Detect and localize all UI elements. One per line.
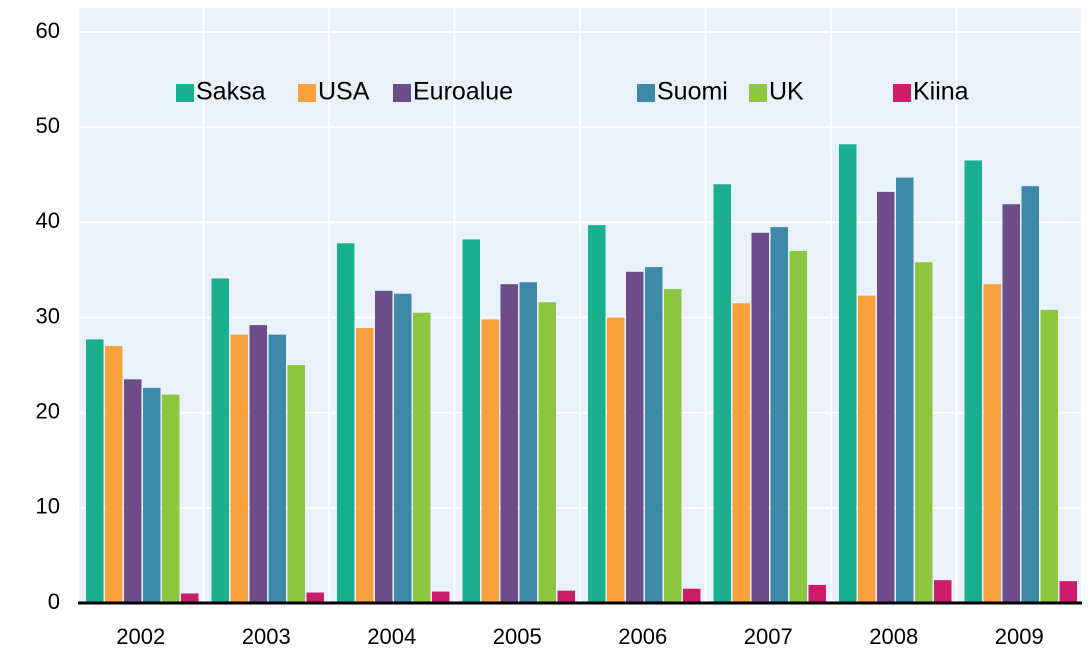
bar: [713, 184, 731, 603]
bar: [287, 365, 305, 603]
bar: [1002, 204, 1020, 604]
legend-label: UK: [769, 78, 804, 106]
legend-swatch: [749, 84, 767, 102]
bar: [877, 191, 895, 603]
bar: [481, 319, 499, 603]
bar: [645, 267, 663, 603]
y-tick-label: 50: [36, 113, 60, 138]
x-tick-label: 2003: [242, 624, 291, 649]
bar: [249, 325, 267, 603]
bar: [732, 303, 750, 603]
bar: [607, 317, 625, 603]
bar: [683, 588, 701, 603]
bar: [1040, 309, 1058, 603]
bar: [105, 346, 123, 603]
bar: [211, 278, 229, 603]
bar: [519, 282, 537, 603]
bar: [626, 271, 644, 603]
legend-swatch: [298, 84, 316, 102]
y-tick-label: 20: [36, 398, 60, 423]
bar: [934, 580, 952, 603]
y-tick-label: 30: [36, 303, 60, 328]
bar: [751, 232, 769, 603]
bar: [432, 591, 450, 603]
bar: [1059, 581, 1077, 603]
bar: [356, 327, 374, 603]
x-tick-label: 2006: [618, 624, 667, 649]
legend-label: Euroalue: [413, 78, 513, 106]
bar: [181, 593, 199, 603]
bar: [896, 177, 914, 604]
y-tick-label: 40: [36, 208, 60, 233]
bar: [306, 592, 324, 603]
legend-label: USA: [318, 78, 370, 106]
x-tick-label: 2008: [869, 624, 918, 649]
bar: [230, 334, 248, 603]
legend-label: Kiina: [913, 78, 969, 106]
bar: [375, 290, 393, 603]
x-tick-label: 2009: [995, 624, 1044, 649]
bar: [915, 262, 933, 603]
bar: [983, 284, 1001, 603]
bar: [557, 590, 575, 603]
bar: [162, 394, 180, 603]
y-tick-label: 0: [48, 589, 60, 614]
legend-label: Saksa: [196, 78, 266, 106]
bar: [664, 288, 682, 603]
bar: [588, 225, 606, 603]
bar: [789, 250, 807, 603]
bar: [394, 293, 412, 603]
bar: [124, 379, 142, 603]
bar: [770, 227, 788, 603]
bar: [462, 239, 480, 604]
bar: [86, 339, 104, 603]
bar: [538, 302, 556, 603]
bar: [964, 160, 982, 603]
legend-label: Suomi: [657, 78, 728, 106]
bar: [1021, 186, 1039, 604]
x-tick-label: 2002: [116, 624, 165, 649]
legend-swatch: [393, 84, 411, 102]
x-tick-label: 2005: [493, 624, 542, 649]
bar: [839, 144, 857, 603]
legend-swatch: [176, 84, 194, 102]
legend-swatch: [637, 84, 655, 102]
x-tick-label: 2004: [367, 624, 416, 649]
bar: [337, 243, 355, 603]
bar: [143, 387, 161, 603]
bar: [808, 584, 826, 603]
bar: [413, 312, 431, 603]
y-tick-label: 10: [36, 494, 60, 519]
y-tick-label: 60: [36, 18, 60, 43]
bar: [268, 334, 286, 603]
bar: [858, 295, 876, 603]
x-tick-label: 2007: [744, 624, 793, 649]
bar: [500, 284, 518, 603]
legend-swatch: [893, 84, 911, 102]
